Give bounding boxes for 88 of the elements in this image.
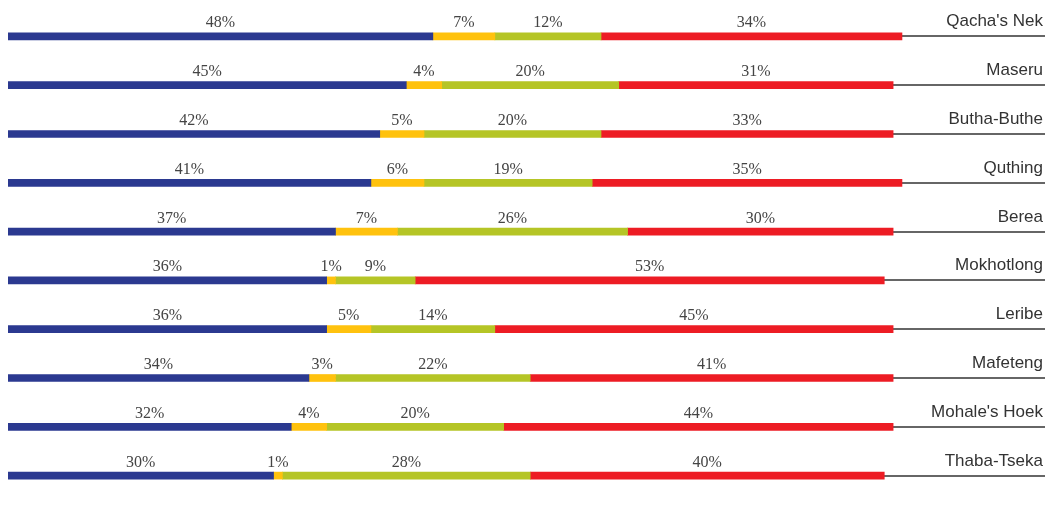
bar <box>414 276 885 285</box>
y-tick-label: Berea <box>997 206 1044 226</box>
bar <box>326 422 504 431</box>
data-label: 9% <box>364 257 386 275</box>
data-label: 3% <box>311 355 333 372</box>
y-tick-label: Leribe <box>995 304 1043 324</box>
data-label: 44% <box>683 403 714 421</box>
y-tick-label: Qacha's Nek <box>946 11 1044 31</box>
data-label: 5% <box>391 111 413 128</box>
bar <box>8 276 327 285</box>
bar <box>282 471 531 480</box>
data-label: 14% <box>418 306 448 324</box>
data-label: 36% <box>152 306 182 324</box>
y-tick-label: Mafeteng <box>972 353 1043 372</box>
bar <box>600 32 903 41</box>
y-tick-label: Mohale's Hoek <box>931 401 1044 421</box>
data-label: 45% <box>679 306 709 324</box>
data-label: 4% <box>298 403 320 421</box>
bar <box>494 325 894 334</box>
bar <box>405 81 443 90</box>
bar <box>8 374 310 382</box>
data-label: 12% <box>533 13 563 31</box>
data-label: 20% <box>400 403 430 421</box>
y-tick-label: Mokhotlong <box>955 255 1043 275</box>
bar <box>618 81 894 90</box>
data-label: 20% <box>497 111 528 128</box>
y-tick-label: Thaba-Tseka <box>944 450 1044 470</box>
bar <box>326 325 372 334</box>
data-label: 5% <box>338 306 360 324</box>
data-label: 22% <box>418 355 448 372</box>
bar <box>8 422 292 431</box>
bar <box>503 422 894 431</box>
bar <box>8 471 274 480</box>
bar <box>600 130 894 138</box>
data-label: 36% <box>152 257 182 275</box>
data-label: 1% <box>320 257 342 275</box>
data-label: 41% <box>174 159 205 177</box>
data-label: 45% <box>192 62 222 80</box>
data-label: 32% <box>134 403 165 421</box>
data-label: 53% <box>635 257 665 275</box>
bar <box>529 471 885 480</box>
bar <box>423 130 602 138</box>
data-label: 37% <box>157 208 187 226</box>
bar <box>370 178 425 187</box>
bar <box>290 422 327 431</box>
bar <box>529 374 894 382</box>
bar <box>8 227 336 236</box>
bar <box>8 325 327 334</box>
data-label: 34% <box>143 355 174 372</box>
data-label: 41% <box>697 355 727 372</box>
bar <box>335 227 398 236</box>
bar <box>8 178 372 187</box>
bar <box>441 81 620 90</box>
bar <box>397 227 628 236</box>
data-label: 30% <box>745 208 776 226</box>
y-tick-label: Maseru <box>986 60 1043 80</box>
bar <box>591 178 903 187</box>
data-label: 48% <box>205 13 236 31</box>
data-label: 7% <box>355 208 378 226</box>
bar <box>335 374 531 382</box>
bar <box>627 227 894 236</box>
bar <box>494 32 602 41</box>
bar <box>8 32 434 41</box>
bar <box>8 81 407 90</box>
data-label: 31% <box>741 62 771 80</box>
data-label: 30% <box>126 452 156 470</box>
bar <box>335 276 416 285</box>
bar <box>379 130 425 138</box>
data-label: 4% <box>413 62 435 80</box>
data-label: 1% <box>267 452 289 470</box>
y-tick-label: Butha-Buthe <box>948 109 1043 128</box>
data-label: 26% <box>497 208 528 226</box>
data-label: 34% <box>736 13 767 31</box>
data-label: 42% <box>179 111 209 128</box>
data-label: 28% <box>391 452 421 470</box>
data-label: 33% <box>732 111 762 128</box>
data-label: 35% <box>732 159 762 177</box>
data-label: 6% <box>386 159 409 177</box>
bar <box>423 178 593 187</box>
bar <box>8 130 381 138</box>
data-label: 7% <box>453 13 475 31</box>
bar <box>370 325 496 334</box>
y-tick-label: Quthing <box>983 157 1043 177</box>
data-label: 19% <box>493 159 523 177</box>
bar <box>308 374 336 382</box>
data-label: 40% <box>692 452 722 470</box>
data-label: 20% <box>515 62 545 80</box>
bar <box>432 32 496 41</box>
